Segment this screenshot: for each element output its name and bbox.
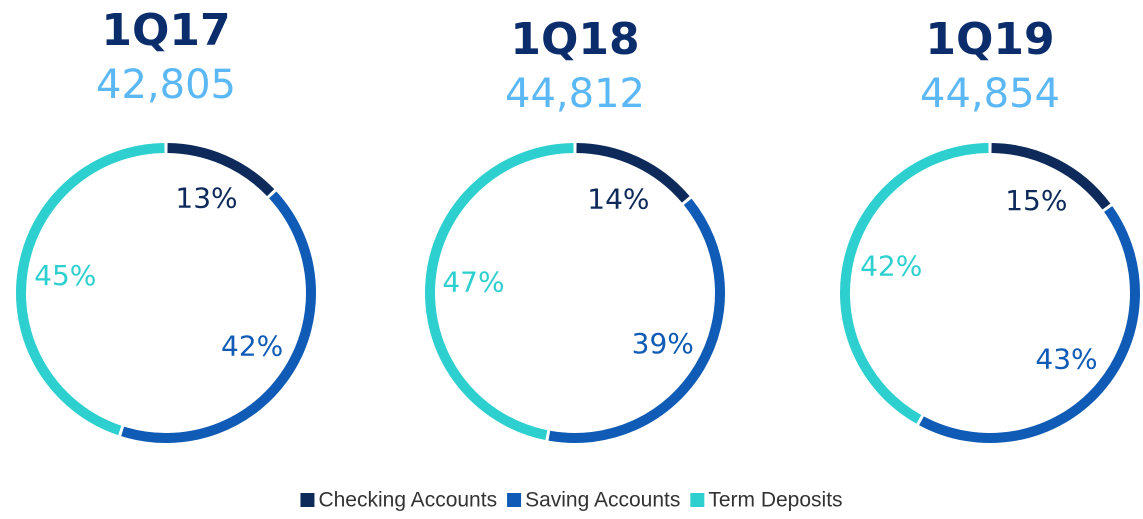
legend-label: Term Deposits	[708, 489, 842, 512]
data-label: 39%	[632, 327, 694, 360]
legend-label: Saving Accounts	[525, 489, 680, 512]
donut-segment	[167, 143, 275, 197]
donut-segment	[991, 143, 1111, 210]
data-label: 42%	[860, 250, 922, 283]
data-label: 43%	[1035, 342, 1097, 375]
legend-label: Checking Accounts	[318, 489, 497, 512]
donut-segment	[121, 191, 316, 443]
legend: Checking Accounts Saving Accounts Term Dep…	[300, 489, 843, 512]
chart-title: 1Q18	[510, 14, 639, 65]
donut-segment	[840, 143, 989, 424]
data-label: 45%	[34, 259, 96, 292]
chart-subtitle: 44,812	[505, 71, 645, 117]
chart-subtitle: 44,854	[920, 71, 1060, 117]
donut-segment	[548, 198, 725, 443]
data-label: 47%	[442, 265, 504, 298]
donut-segment	[16, 143, 165, 436]
data-label: 13%	[175, 181, 237, 214]
data-label: 15%	[1005, 184, 1067, 217]
data-label: 14%	[587, 183, 649, 216]
legend-swatch	[690, 493, 705, 507]
donut-segment	[425, 143, 574, 441]
donut-segment	[576, 143, 690, 203]
legend-swatch	[507, 493, 522, 507]
donut-segment	[919, 206, 1140, 443]
data-label: 42%	[221, 330, 283, 363]
chart-title: 1Q19	[925, 14, 1054, 65]
chart-subtitle: 42,805	[96, 62, 236, 108]
chart-title: 1Q17	[101, 5, 230, 56]
legend-swatch	[300, 493, 315, 507]
